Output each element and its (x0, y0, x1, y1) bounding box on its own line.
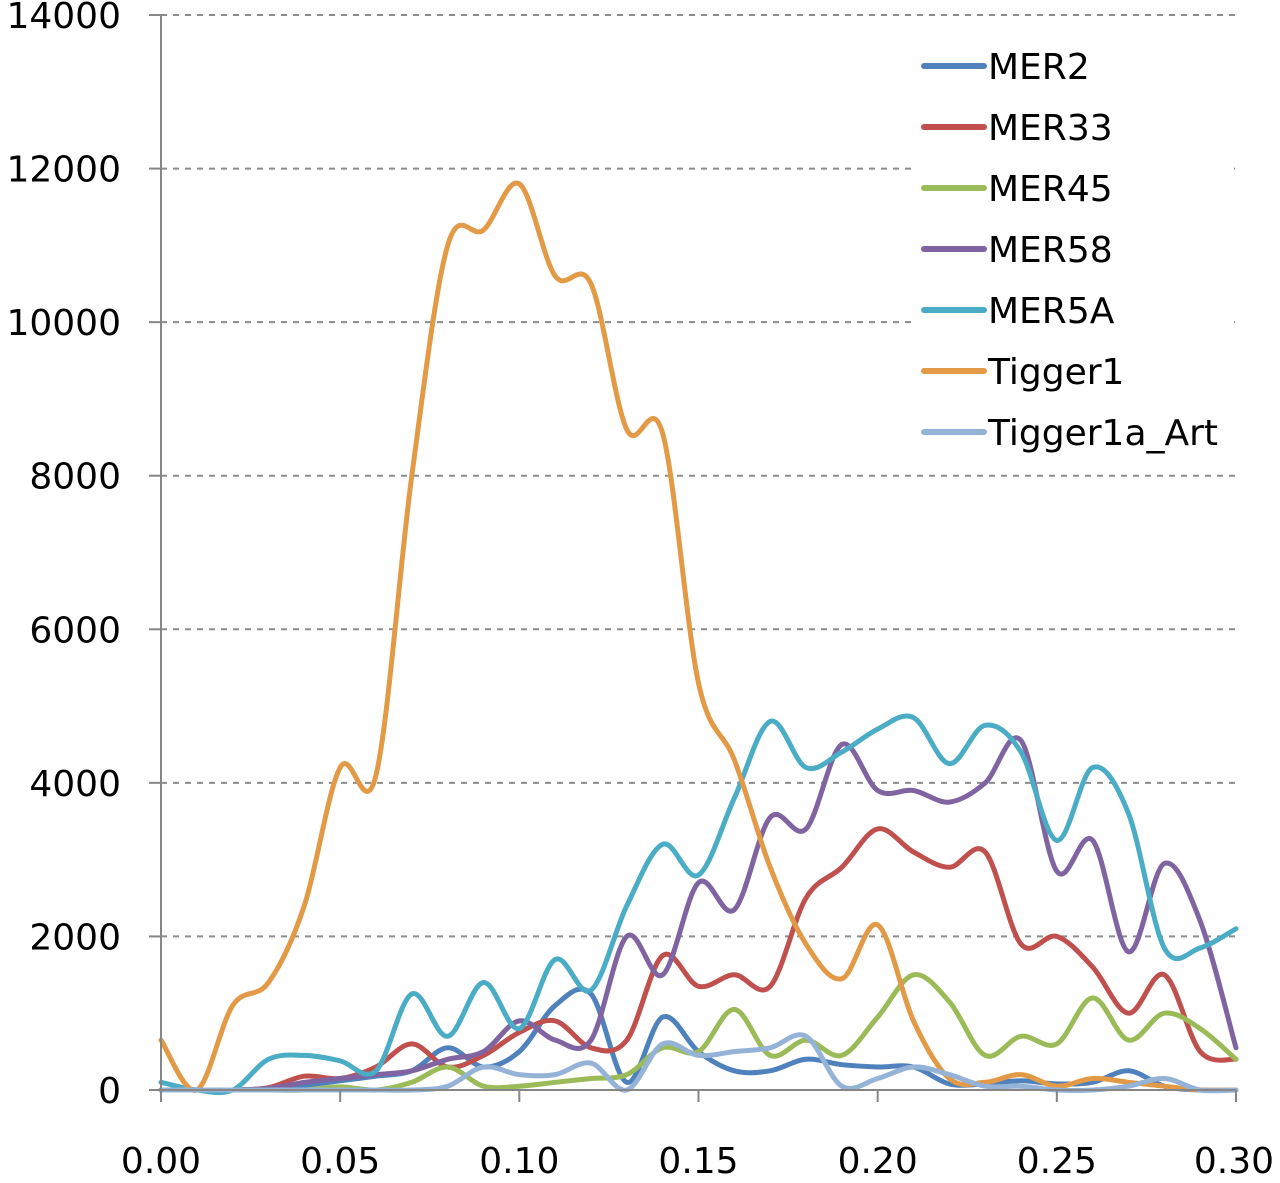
y-tick-label: 0 (98, 1071, 121, 1112)
x-tick-label: 0.15 (658, 1141, 738, 1182)
x-tick-label: 0.10 (479, 1141, 559, 1182)
series-line-mer58 (158, 735, 1239, 1093)
legend-label-mer2: MER2 (988, 47, 1090, 88)
x-tick-label: 0.00 (121, 1141, 201, 1182)
legend-label-mer45: MER45 (988, 169, 1113, 210)
legend-label-mer5a: MER5A (988, 291, 1115, 332)
x-tick-label: 0.30 (1194, 1141, 1274, 1182)
y-tick-label: 12000 (6, 150, 121, 191)
legend: MER2 MER33 MER45 MER58 MER5A Tigger1 Tigger1a_… (916, 40, 1234, 460)
x-tick-label: 0.05 (300, 1141, 380, 1182)
legend-label-tigger1a-art: Tigger1a_Art (987, 413, 1218, 454)
y-tick-label: 2000 (29, 917, 121, 958)
y-tick-label: 14000 (6, 0, 121, 37)
y-tick-label: 10000 (6, 303, 121, 344)
series-line-mer45 (158, 972, 1239, 1093)
legend-label-mer58: MER58 (988, 230, 1113, 271)
y-tick-label: 8000 (29, 457, 121, 498)
y-tick-label: 4000 (29, 764, 121, 805)
axes (149, 14, 1237, 1102)
x-tick-label: 0.20 (838, 1141, 918, 1182)
x-tick-label: 0.25 (1017, 1141, 1097, 1182)
tick-labels: 0 2000 4000 6000 8000 10000 12000 14000 0.00 0.05… (6, 0, 1274, 1182)
series-line-mer5a (158, 713, 1239, 1096)
legend-label-tigger1: Tigger1 (987, 352, 1124, 393)
series-line-tigger1 (158, 180, 1239, 1093)
legend-label-mer33: MER33 (988, 108, 1113, 149)
y-tick-label: 6000 (29, 610, 121, 651)
